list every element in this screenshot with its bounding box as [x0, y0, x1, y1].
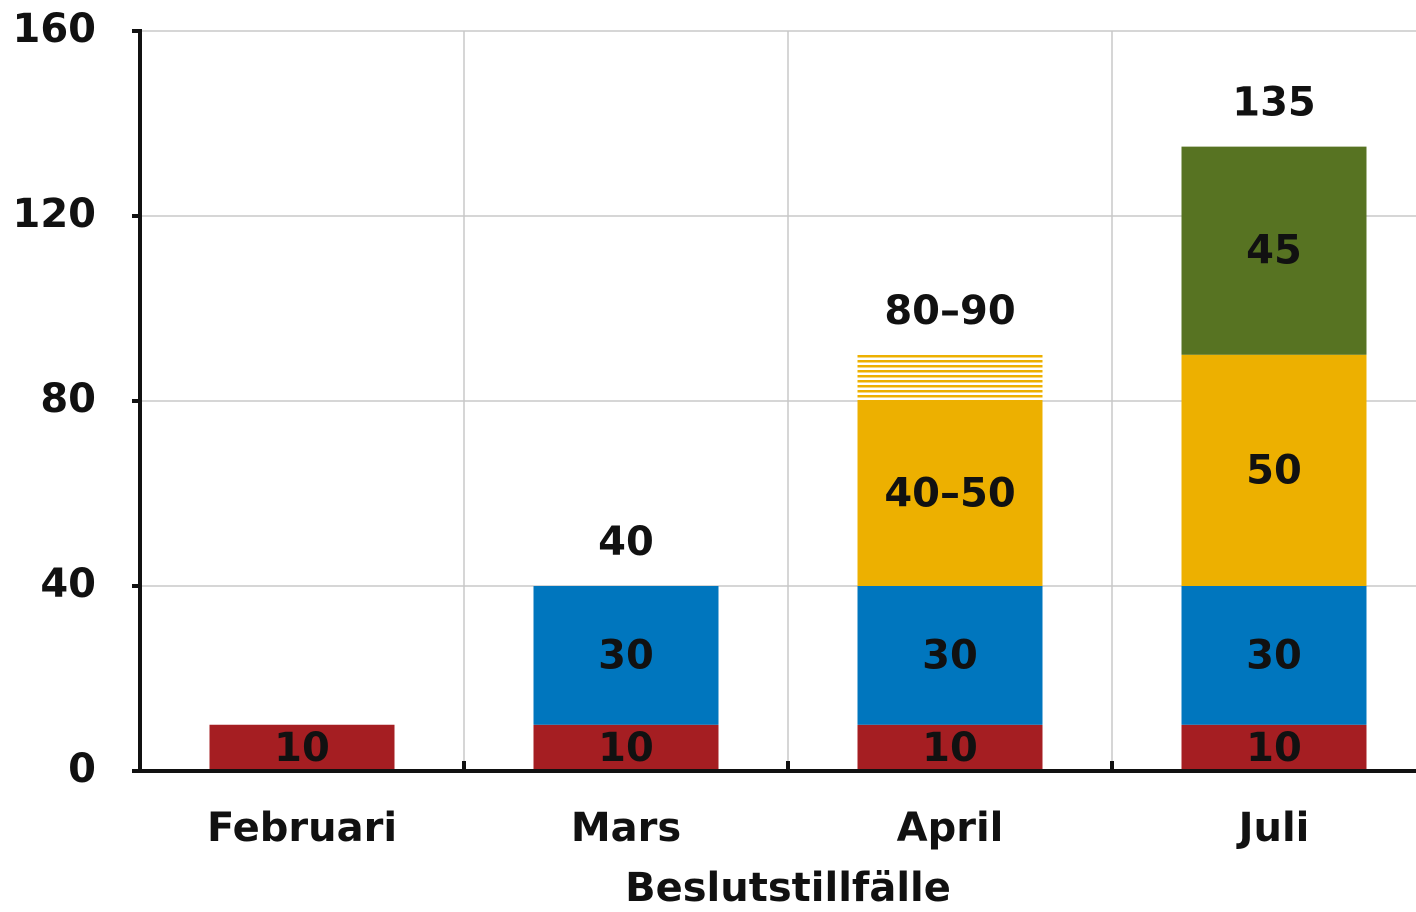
x-axis-title: Beslutstillfälle: [625, 865, 951, 911]
y-tick-label: 40: [40, 561, 96, 607]
y-tick-label: 160: [13, 6, 97, 52]
x-tick-label: Mars: [571, 805, 681, 851]
segment-label: 45: [1246, 228, 1302, 274]
total-label: 80–90: [884, 288, 1015, 334]
x-tick-label: April: [897, 805, 1004, 851]
segment-label: 10: [1246, 725, 1302, 771]
bar-segment: [533, 724, 719, 771]
y-tick-label: 0: [68, 746, 96, 792]
segment-label: 30: [1246, 632, 1302, 678]
x-tick-label: Februari: [207, 805, 397, 851]
segment-label: 30: [922, 632, 978, 678]
bar-segment: [857, 586, 1043, 725]
segment-label: 30: [598, 632, 654, 678]
total-label: 40: [598, 519, 654, 565]
segment-label: 50: [1246, 447, 1302, 493]
bar-segment: [209, 724, 395, 771]
segment-label: 10: [274, 725, 330, 771]
segment-label: 10: [922, 725, 978, 771]
bar-segment: [1181, 586, 1367, 725]
y-tick-label: 80: [40, 376, 96, 422]
segment-label: 40–50: [884, 471, 1015, 517]
bar-segment: [1181, 354, 1367, 586]
total-label: 135: [1232, 80, 1316, 126]
bar-segment: [533, 586, 719, 725]
y-tick-label: 120: [13, 191, 97, 237]
bar-segment: [857, 401, 1043, 586]
x-tick-label: Juli: [1236, 805, 1310, 851]
bar-segment: [1181, 146, 1367, 355]
segment-label: 10: [598, 725, 654, 771]
bar-segment-range: [857, 354, 1043, 401]
bar-segment: [857, 724, 1043, 771]
bar-segment: [1181, 724, 1367, 771]
